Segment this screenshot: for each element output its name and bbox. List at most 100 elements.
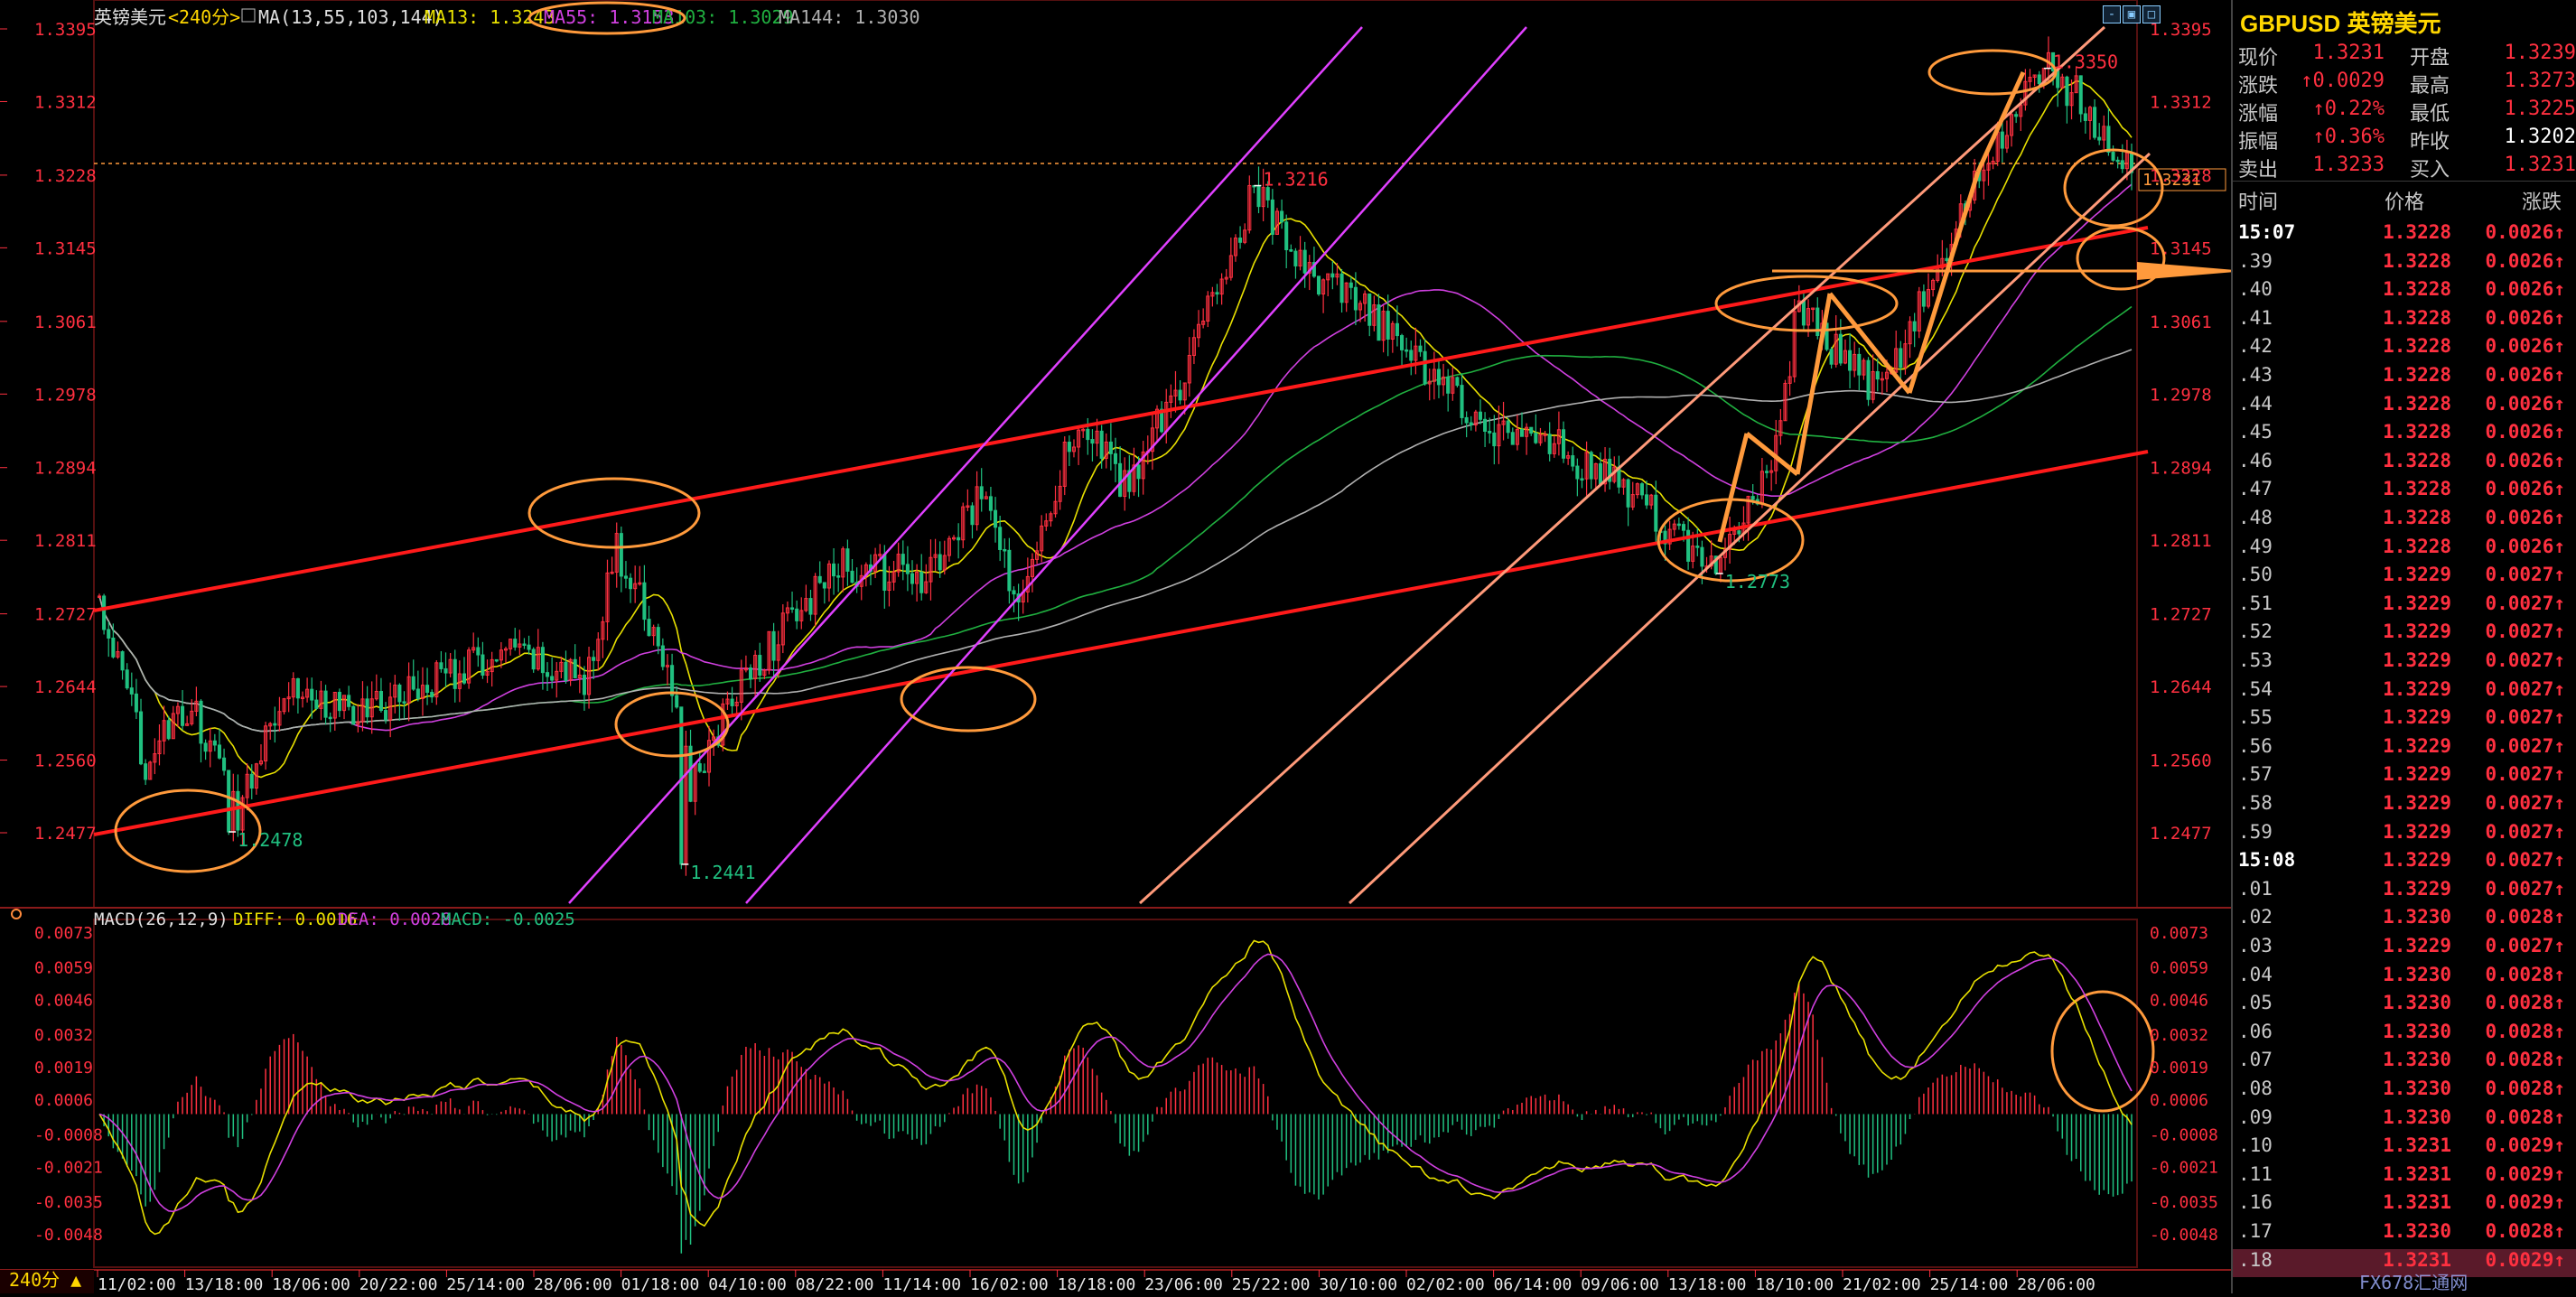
tick-row[interactable]: .45 1.3228 0.0026↑ [2233, 421, 2576, 450]
tick-time: .54 [2238, 677, 2273, 700]
tick-row[interactable]: .04 1.3230 0.0028↑ [2233, 964, 2576, 993]
candle-body [1519, 429, 1525, 437]
tick-row[interactable]: .10 1.3231 0.0029↑ [2233, 1134, 2576, 1163]
tick-row[interactable]: .51 1.3229 0.0027↑ [2233, 593, 2576, 621]
candle-body [1571, 455, 1575, 467]
tick-time: .39 [2238, 249, 2273, 272]
chart-area[interactable]: 1.3231 1.3395 1.3312 1.3228 1.3145 1.3061 1.2… [0, 0, 2245, 1294]
tick-row[interactable]: .48 1.3228 0.0026↑ [2233, 507, 2576, 536]
candle-body [817, 575, 822, 583]
tick-time: .44 [2238, 392, 2273, 415]
tick-row[interactable]: .16 1.3231 0.0029↑ [2233, 1191, 2576, 1220]
price-chart-svg[interactable]: 1.3231 1.33951.33121.32281.31451.30611.2… [0, 0, 2245, 1294]
maximize-icon[interactable]: □ [2142, 5, 2161, 23]
minimize-icon[interactable]: - [2103, 5, 2121, 23]
candle-body [1492, 432, 1497, 447]
tick-row[interactable]: .58 1.3229 0.0027↑ [2233, 792, 2576, 821]
tick-change: 0.0026↑ [2485, 449, 2565, 471]
tick-row[interactable]: .08 1.3230 0.0028↑ [2233, 1078, 2576, 1106]
tick-time: .17 [2238, 1220, 2273, 1242]
macd-settings-icon[interactable] [11, 909, 22, 919]
tick-row[interactable]: .41 1.3228 0.0026↑ [2233, 307, 2576, 336]
period-button[interactable]: 240分 ▲ [9, 1269, 81, 1291]
candle-body [905, 564, 910, 574]
tick-row[interactable]: .18 1.3231 0.0029↑ [2233, 1248, 2576, 1278]
tick-row[interactable]: .56 1.3229 0.0027↑ [2233, 735, 2576, 764]
tick-price: 1.3229 [2383, 877, 2451, 900]
tick-row[interactable]: .01 1.3229 0.0027↑ [2233, 878, 2576, 907]
candle-body [1081, 428, 1086, 432]
candle-body [758, 655, 762, 676]
tick-row[interactable]: .47 1.3228 0.0026↑ [2233, 478, 2576, 507]
candle-body [1150, 427, 1154, 453]
candle-body [1501, 420, 1506, 425]
candle-body [1750, 496, 1755, 500]
tick-row[interactable]: .03 1.3229 0.0027↑ [2233, 935, 2576, 964]
candle-body [1228, 255, 1233, 278]
tick-price: 1.3228 [2383, 535, 2451, 557]
tick-row[interactable]: .42 1.3228 0.0026↑ [2233, 335, 2576, 364]
tick-row[interactable]: .53 1.3229 0.0027↑ [2233, 649, 2576, 678]
candle-body [1787, 376, 1792, 384]
candle-body [966, 505, 970, 509]
tick-change: 0.0027↑ [2485, 792, 2565, 814]
candle-body [2124, 152, 2129, 170]
tick-row[interactable]: .44 1.3228 0.0026↑ [2233, 393, 2576, 422]
candle-body [633, 583, 638, 590]
tick-row[interactable]: .05 1.3230 0.0028↑ [2233, 992, 2576, 1021]
tick-row[interactable]: 15:08 1.3229 0.0027↑ [2233, 849, 2576, 878]
candle-body [605, 572, 610, 622]
tick-row[interactable]: .06 1.3230 0.0028↑ [2233, 1021, 2576, 1050]
candle-body [1917, 291, 1921, 331]
y-tick-right: 1.2477 [2150, 824, 2212, 844]
tick-row[interactable]: .09 1.3230 0.0028↑ [2233, 1106, 2576, 1135]
candle-body [1991, 161, 1995, 164]
candle-body [979, 486, 984, 499]
candle-body [249, 773, 254, 789]
tick-row[interactable]: .02 1.3230 0.0028↑ [2233, 906, 2576, 935]
tick-row[interactable]: .55 1.3229 0.0027↑ [2233, 706, 2576, 735]
candle-body [1335, 273, 1339, 278]
candle-body [1123, 470, 1127, 498]
candle-body [236, 790, 240, 831]
tick-row[interactable]: .46 1.3228 0.0026↑ [2233, 450, 2576, 479]
candle-body [924, 581, 929, 593]
tick-price: 1.3230 [2383, 1220, 2451, 1242]
tick-row[interactable]: .07 1.3230 0.0028↑ [2233, 1049, 2576, 1078]
tick-row[interactable]: .50 1.3229 0.0027↑ [2233, 564, 2576, 593]
restore-icon[interactable]: ▣ [2123, 5, 2141, 23]
tick-row[interactable]: .17 1.3230 0.0028↑ [2233, 1220, 2576, 1249]
candle-body [845, 548, 850, 572]
tick-row[interactable]: .54 1.3229 0.0027↑ [2233, 678, 2576, 707]
tick-row[interactable]: .40 1.3228 0.0026↑ [2233, 278, 2576, 307]
y-tick-right: 1.3395 [2150, 20, 2212, 40]
candle-body [1515, 429, 1519, 445]
tick-time: .02 [2238, 906, 2273, 928]
tick-row[interactable]: .52 1.3229 0.0027↑ [2233, 621, 2576, 649]
quote-value: ↑0.0029 [2301, 70, 2385, 92]
tick-change: 0.0027↑ [2485, 734, 2565, 757]
tick-row[interactable]: 15:07 1.3228 0.0026↑ [2233, 221, 2576, 250]
upper-channel-line [93, 226, 2149, 612]
candle-body [762, 669, 767, 676]
candle-body [582, 674, 586, 695]
x-ticks: 11/02:00 13/18:00 18/06:00 20/22:00 25/14:00… [97, 1270, 2095, 1294]
candle-body [1395, 322, 1399, 337]
tick-row[interactable]: .49 1.3228 0.0026↑ [2233, 536, 2576, 565]
tick-time: .55 [2238, 706, 2273, 729]
candle-body [1903, 343, 1908, 369]
tick-change: 0.0028↑ [2485, 1078, 2565, 1099]
quote-row: 涨跌 ↑0.0029 最高 1.3273 [2233, 66, 2576, 98]
candle-body [984, 496, 988, 499]
tick-row[interactable]: .39 1.3228 0.0026↑ [2233, 250, 2576, 279]
salmon-line-upper [1138, 25, 2106, 905]
tick-row[interactable]: .59 1.3229 0.0027↑ [2233, 821, 2576, 850]
quote-key: 开盘 [2410, 47, 2450, 70]
tick-row[interactable]: .11 1.3231 0.0029↑ [2233, 1163, 2576, 1192]
ma-settings-icon[interactable] [241, 8, 256, 23]
candle-body [1030, 558, 1034, 577]
candle-body [776, 644, 780, 661]
tick-row[interactable]: .57 1.3229 0.0027↑ [2233, 763, 2576, 792]
tick-row[interactable]: .43 1.3228 0.0026↑ [2233, 364, 2576, 393]
candle-body [518, 643, 522, 648]
